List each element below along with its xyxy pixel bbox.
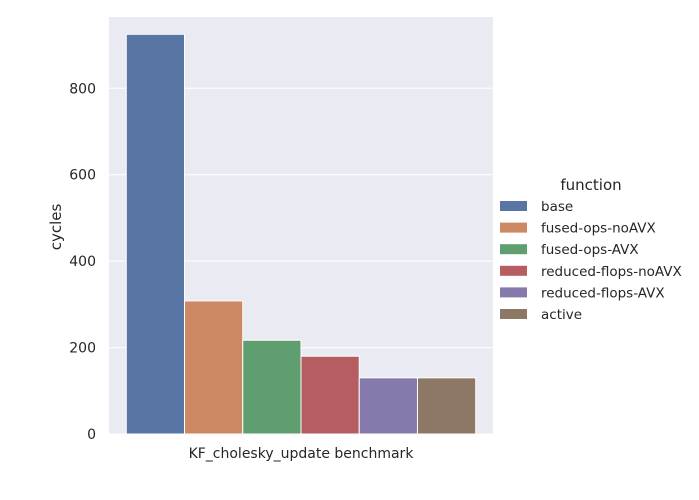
legend-label: fused-ops-noAVX: [541, 221, 656, 237]
y-tick-label: 200: [69, 341, 96, 357]
legend-swatch-reduced-flops-AVX: [500, 287, 527, 298]
x-tick-labels: KF_cholesky_update benchmark: [189, 446, 415, 462]
legend: function base fused-ops-noAVX fused-ops-AV…: [500, 176, 682, 323]
bar-fused-ops-AVX: [242, 339, 302, 435]
bars: [125, 33, 477, 435]
legend-label: fused-ops-AVX: [541, 242, 639, 258]
bar-base: [125, 33, 186, 435]
y-tick-label: 800: [69, 81, 96, 97]
legend-swatch-reduced-flops-noAVX: [500, 265, 527, 276]
legend-swatch-base: [500, 201, 527, 211]
legend-title: function: [560, 176, 621, 194]
bar-active: [416, 377, 477, 435]
bar-fused-ops-noAVX: [184, 300, 244, 435]
legend-swatch-active: [500, 309, 527, 319]
legend-label: active: [541, 307, 582, 323]
legend-label: reduced-flops-noAVX: [541, 264, 682, 280]
legend-label: reduced-flops-AVX: [541, 285, 665, 301]
bar-reduced-flops-noAVX: [300, 355, 360, 435]
y-tick-label: 0: [87, 427, 96, 443]
legend-swatch-fused-ops-AVX: [500, 244, 527, 255]
bar-reduced-flops-AVX: [358, 377, 418, 435]
y-axis-title: cycles: [47, 204, 65, 251]
x-tick-label: KF_cholesky_update benchmark: [189, 446, 415, 462]
y-tick-labels: 0 200 400 600 800: [69, 81, 96, 443]
y-tick-label: 600: [69, 168, 96, 184]
legend-label: base: [541, 199, 573, 215]
y-tick-label: 400: [69, 254, 96, 270]
legend-items: base fused-ops-noAVX fused-ops-AVX reduced-…: [500, 199, 682, 323]
legend-swatch-fused-ops-noAVX: [500, 222, 527, 233]
